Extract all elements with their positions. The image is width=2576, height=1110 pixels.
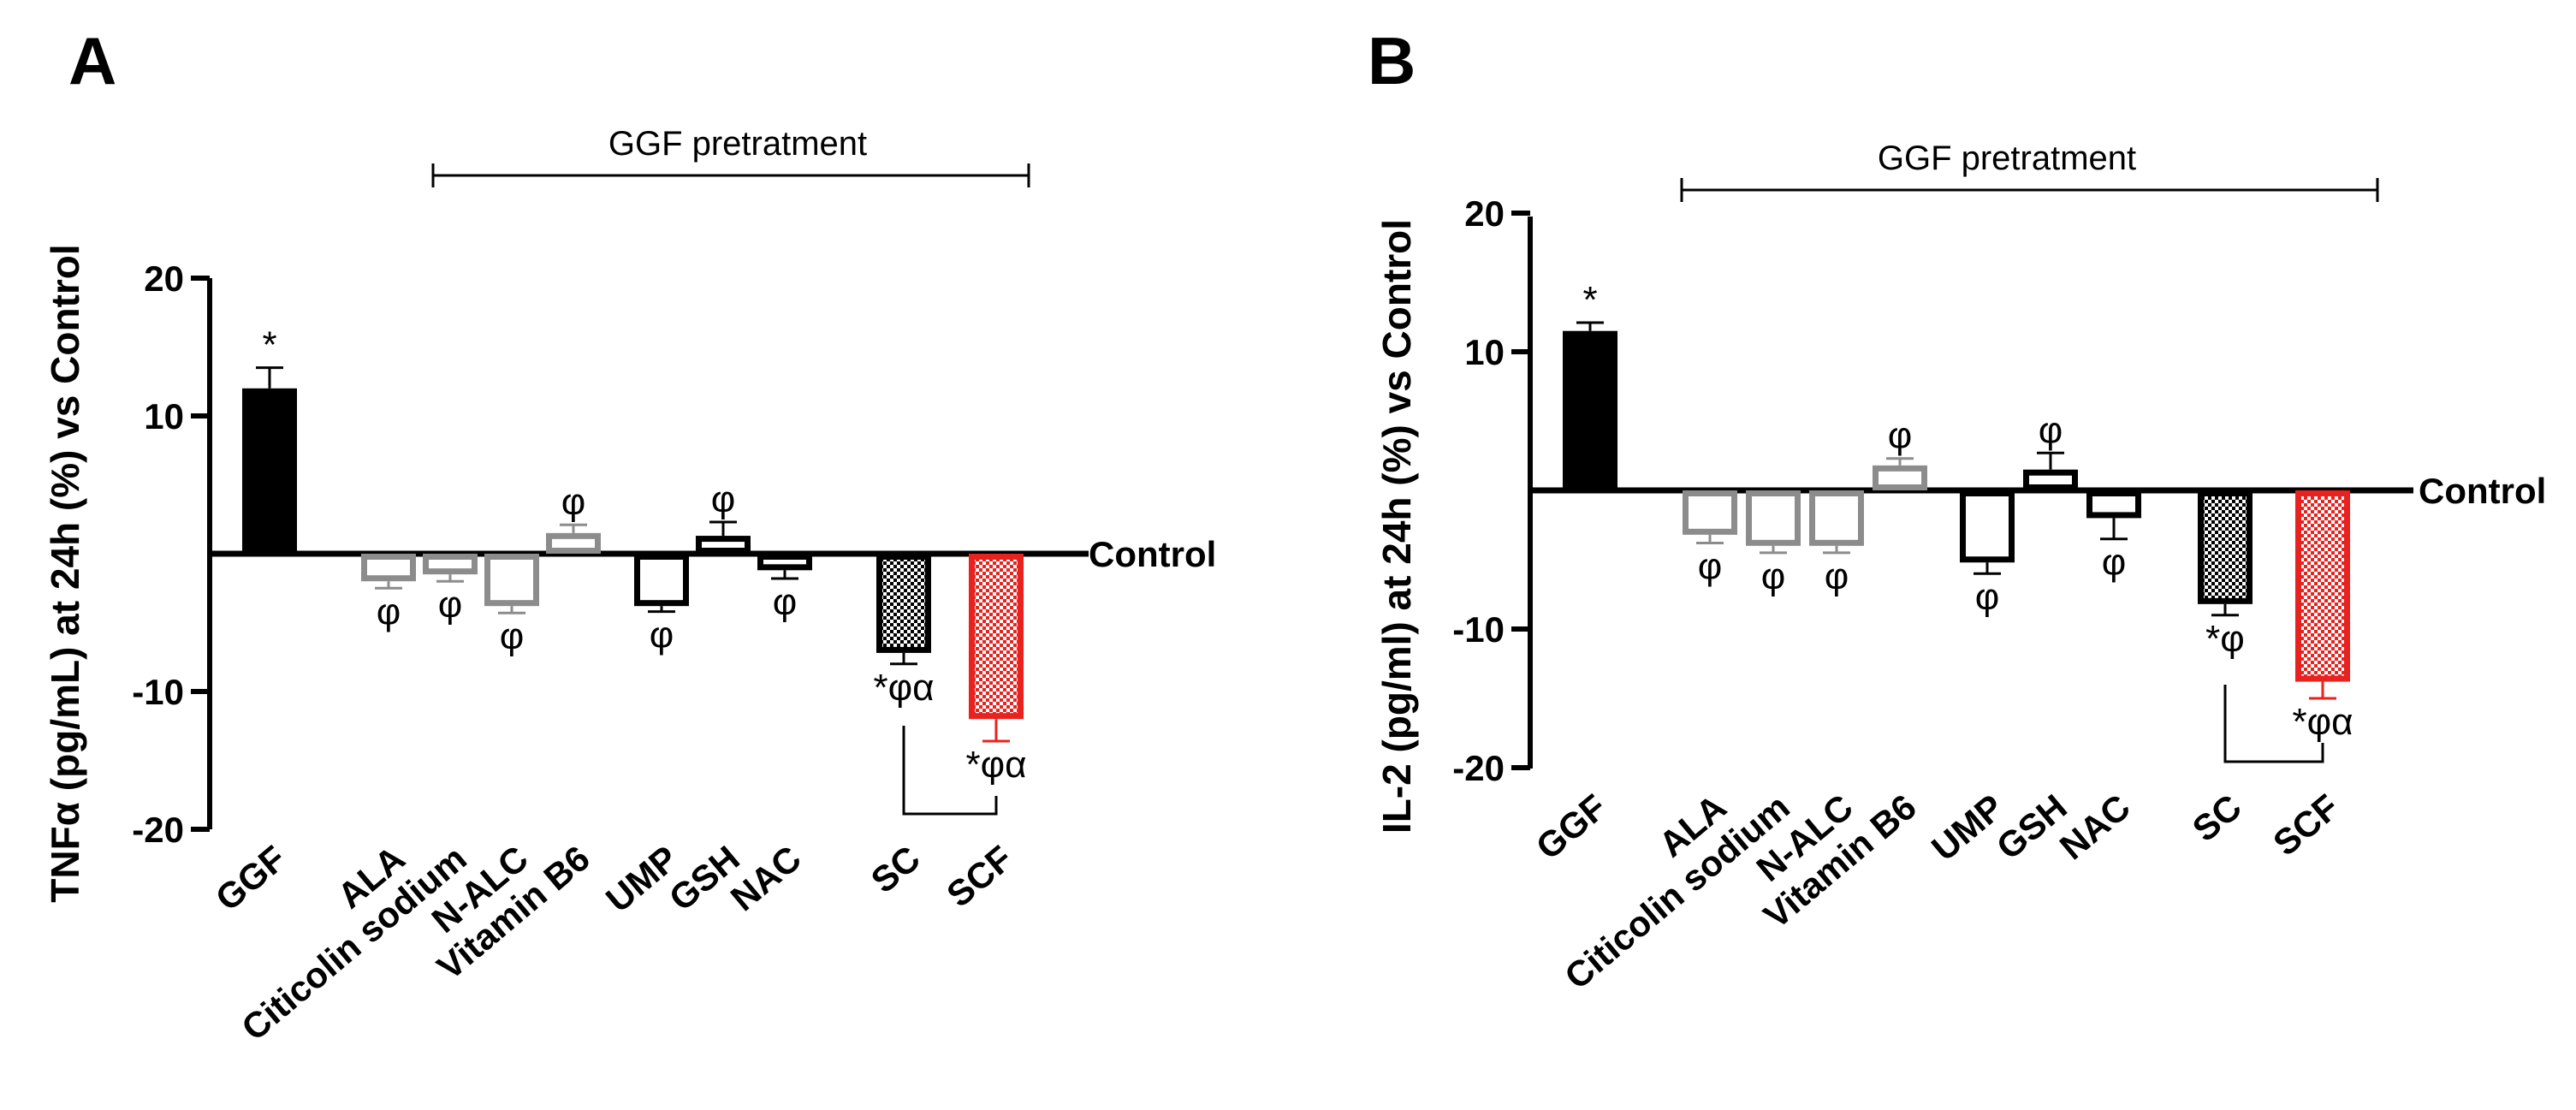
- panel-a-bar-gsh: [696, 536, 751, 555]
- panel-b-significance-sc: *φ: [2205, 618, 2245, 660]
- panel-a-bar-ump: [634, 554, 689, 607]
- panel-a-error-bar-citicolin-sodium: [436, 574, 464, 583]
- panel-b-error-bar-ump: [1974, 562, 2001, 575]
- panel-b-bar-sc: [2198, 490, 2253, 604]
- panel-b-error-bar-ggf: [1576, 321, 1604, 331]
- panel-b-bar-gsh: [2023, 469, 2078, 491]
- panel-a-bar-ggf: [242, 388, 297, 554]
- panel-a-significance-ggf: *: [262, 324, 276, 366]
- panel-a-control-label: Control: [1089, 534, 1216, 574]
- panel-b-bar-citicolin-sodium: [1746, 490, 1801, 546]
- panel-b-bar-ala: [1683, 490, 1737, 535]
- panel-b-significance-gsh: φ: [2039, 409, 2063, 451]
- panel-a-y-tick-label: -10: [132, 672, 184, 712]
- panel-a-bar-scf: [969, 554, 1024, 720]
- panel-b-y-tick-label: 20: [1464, 193, 1505, 234]
- panel-a-significance-ala: φ: [377, 591, 401, 632]
- panel-a-significance-citicolin-sodium: φ: [438, 584, 463, 626]
- panel-a-significance-vitamin-b6: φ: [561, 481, 586, 523]
- panel-b-category-label-scf: SCF: [2265, 786, 2347, 864]
- panel-a-bar-nac: [757, 554, 812, 571]
- panel-a-category-label-ggf: GGF: [208, 838, 294, 918]
- panel-a-error-bar-sc: [890, 652, 917, 666]
- panel-b-error-bar-gsh: [2037, 451, 2064, 470]
- panel-b-control-label: Control: [2419, 471, 2546, 511]
- panel-a-bracket-label: GGF pretratment: [608, 125, 867, 163]
- panel-b-significance-nac: φ: [2102, 542, 2127, 584]
- panel-b-bar-scf: [2295, 490, 2350, 682]
- panel-b-significance-ggf: *: [1582, 279, 1597, 321]
- panel-a-error-bar-ggf: [256, 366, 283, 389]
- panel-b-significance-ala: φ: [1698, 546, 1723, 588]
- panel-b-significance-n-alc: φ: [1825, 555, 1849, 597]
- panel-b-y-axis-title: IL-2 (pg/ml) at 24h (%) vs Control: [1374, 219, 1419, 834]
- panel-a-significance-sc: *φα: [873, 667, 934, 709]
- panel-a-y-tick-label: -20: [132, 810, 184, 850]
- panel-a-significance-nac: φ: [773, 581, 798, 623]
- panel-b-y-tick-label: 10: [1464, 332, 1505, 372]
- panel-a-bar-sc: [876, 554, 931, 653]
- panel-b-error-bar-citicolin-sodium: [1760, 545, 1787, 555]
- panel-a-bar-citicolin-sodium: [423, 554, 478, 575]
- panel-b-category-label-nac: NAC: [2052, 786, 2138, 867]
- panel-b-error-bar-ala: [1696, 534, 1724, 545]
- panel-a-bracket: GGF pretratment: [431, 125, 1030, 187]
- panel-a-category-label-sc: SC: [864, 838, 928, 901]
- panel-b-sc-scf-comparison-bracket: [2223, 685, 2324, 763]
- panel-b-bracket-label: GGF pretratment: [1878, 139, 2136, 177]
- panel-b-bar-vitamin-b6: [1873, 465, 1927, 491]
- panel-a-sc-scf-comparison-bracket: [902, 726, 998, 816]
- panel-a-tnf-alpha-chart: A TNFα (pg/mL) at 24h (%) vs Control 20 1…: [43, 23, 1216, 1048]
- panel-a-category-label-scf: SCF: [939, 838, 1020, 915]
- panel-b-bar-ump: [1960, 490, 2015, 563]
- panel-a-bar-ala: [361, 554, 416, 582]
- panel-a-y-tick-label: 10: [144, 396, 184, 436]
- panel-a-y-axis-title: TNFα (pg/mL) at 24h (%) vs Control: [43, 244, 87, 902]
- panel-b-significance-scf: *φα: [2292, 701, 2353, 743]
- panel-b-error-bar-vitamin-b6: [1886, 457, 1914, 466]
- panel-a-bar-n-alc: [484, 554, 539, 607]
- panel-a-error-bar-n-alc: [498, 606, 525, 614]
- panel-a-significance-n-alc: φ: [500, 615, 525, 657]
- panel-b-error-bar-n-alc: [1823, 545, 1850, 555]
- panel-b-bar-nac: [2086, 490, 2141, 519]
- panel-b-significance-citicolin-sodium: φ: [1761, 555, 1786, 597]
- panel-b-y-tick-label: -10: [1452, 609, 1505, 650]
- panel-a-error-bar-nac: [771, 570, 798, 580]
- panel-b-category-label-ggf: GGF: [1528, 786, 1614, 867]
- panel-a-error-bar-gsh: [709, 520, 737, 537]
- panel-a-error-bar-scf: [982, 719, 1010, 743]
- panel-a-bar-vitamin-b6: [546, 532, 601, 554]
- panel-a-significance-scf: *φα: [965, 744, 1026, 786]
- panel-b-category-label-sc: SC: [2185, 786, 2249, 850]
- panel-b-error-bar-scf: [2309, 681, 2336, 700]
- panel-a-error-bar-ump: [648, 606, 675, 614]
- panel-b-significance-ump: φ: [1975, 576, 2000, 618]
- panel-b-error-bar-nac: [2100, 518, 2128, 541]
- panel-a-error-bar-vitamin-b6: [560, 523, 587, 533]
- panel-b-bar-ggf: [1563, 330, 1617, 490]
- panel-a-error-bar-ala: [375, 581, 402, 590]
- panel-b-il2-chart: B IL-2 (pg/ml) at 24h (%) vs Control 20 1…: [1368, 23, 2546, 997]
- panel-a-significance-gsh: φ: [711, 478, 736, 520]
- panel-b-letter: B: [1368, 23, 1416, 98]
- panel-a-y-tick-label: 20: [144, 258, 184, 299]
- panel-b-error-bar-sc: [2211, 603, 2239, 617]
- panel-a-significance-ump: φ: [650, 614, 674, 656]
- panel-b-y-tick-label: -20: [1452, 748, 1505, 788]
- panel-b-category-label-gsh: GSH: [1989, 786, 2074, 868]
- panel-a-letter: A: [68, 23, 116, 98]
- panel-b-significance-vitamin-b6: φ: [1888, 415, 1913, 457]
- panel-b-category-label-ump: UMP: [1924, 786, 2011, 869]
- panel-b-bracket: GGF pretratment: [1680, 139, 2379, 202]
- panel-b-bar-n-alc: [1809, 490, 1864, 546]
- panel-a-category-label-nac: NAC: [723, 838, 809, 918]
